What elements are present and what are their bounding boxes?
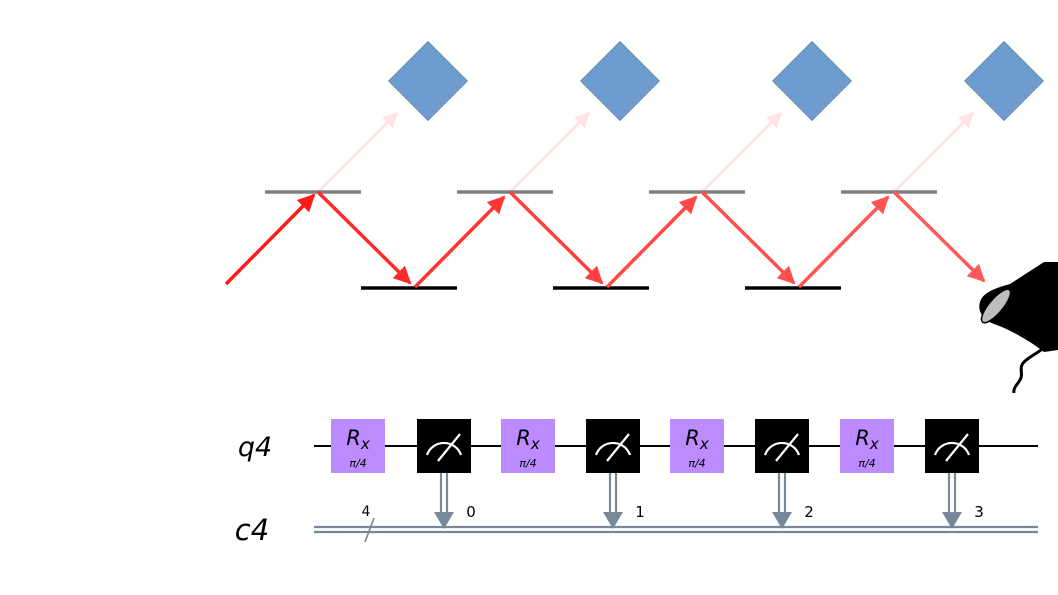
rx-gate-label: Rx [855,426,879,453]
detector-horn-icon [979,262,1058,394]
measure-3: 3 [925,419,984,529]
measure-0: 0 [417,419,476,529]
gate-name: R [855,426,870,450]
meter-needle-icon [437,433,461,462]
detector-box-2 [580,41,660,121]
measure-box [417,419,471,473]
forward-beam-1 [413,195,506,289]
rx-gate-box [670,419,724,473]
meter-arc-icon [425,441,463,456]
rx-gate-box [331,419,385,473]
measure-bit-label: 1 [635,503,645,521]
measure-bit-label: 2 [804,503,814,521]
measure-box [586,419,640,473]
meter-arc-icon [933,441,971,456]
reflected-beam-1 [316,190,412,285]
measure-1: 1 [586,419,645,529]
gate-name: R [346,426,361,450]
transmitted-beam-2 [508,111,591,194]
optics-setup [224,41,1058,394]
measure-bit-label: 0 [466,503,476,521]
rx-gate-param: π/4 [688,457,705,470]
rx-gate-label: Rx [516,426,540,453]
rx-gate-param: π/4 [858,457,875,470]
qubit-register-label: q4 [238,432,272,463]
meter-needle-icon [945,433,969,462]
rx-gate-1: Rx π/4 [501,419,555,473]
forward-beam-2 [605,195,698,289]
reflected-beam-3 [700,190,796,285]
measure-arrowhead [942,512,962,529]
gate-name: R [685,426,700,450]
gate-subscript: x [699,435,709,453]
rx-gate-label: Rx [685,426,709,453]
meter-arc-icon [763,441,801,456]
quantum-circuit: q4 c4 4 Rx π/4 Rx π/4 Rx π/4 Rx π/4 0 1 2 3 [235,419,1038,547]
reflected-beam-2 [508,190,604,285]
detector-box-1 [388,41,468,121]
measure-box [755,419,809,473]
meter-needle-icon [606,433,630,462]
gate-name: R [516,426,531,450]
classical-bus-slash [364,517,375,543]
measure-bit-label: 3 [974,503,984,521]
meter-arc-icon [594,441,632,456]
detector-box-4 [964,41,1044,121]
rx-gate-param: π/4 [519,457,536,470]
classical-register-label: c4 [235,513,269,547]
transmitted-beam-4 [892,111,975,194]
gate-subscript: x [869,435,879,453]
classical-bus-width: 4 [362,504,371,520]
rx-gate-param: π/4 [349,457,366,470]
meter-needle-icon [775,433,799,462]
measure-box [925,419,979,473]
rx-gate-box [501,419,555,473]
measure-2: 2 [755,419,814,529]
rx-gate-box [840,419,894,473]
reflected-beam-4 [892,190,986,283]
measure-arrowhead [434,512,454,529]
measure-arrowhead [772,512,792,529]
rx-gate-label: Rx [346,426,370,453]
forward-beam-3 [797,195,890,289]
rx-gate-3: Rx π/4 [840,419,894,473]
transmitted-beam-1 [316,111,399,194]
detector-box-3 [772,41,852,121]
gate-subscript: x [360,435,370,453]
gate-subscript: x [530,435,540,453]
measure-arrowhead [603,512,623,529]
incoming-beam [224,193,316,286]
rx-gate-0: Rx π/4 [331,419,385,473]
transmitted-beam-3 [700,111,783,194]
rx-gate-2: Rx π/4 [670,419,724,473]
